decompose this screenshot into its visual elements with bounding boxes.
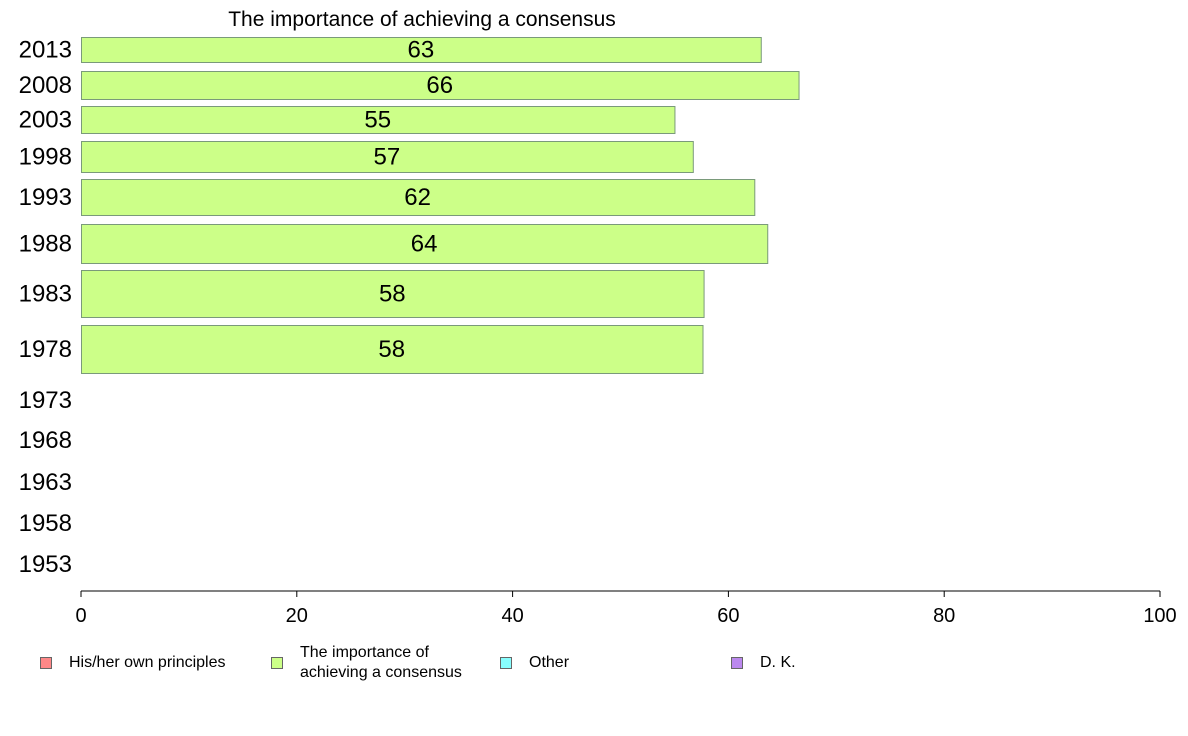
legend-item-dk: D. K. [731, 653, 796, 673]
bar [81, 71, 800, 100]
bar-value-label: 58 [378, 336, 405, 363]
legend-item-other: Other [500, 653, 569, 673]
bar [81, 106, 676, 134]
bar-value-label: 62 [404, 184, 431, 211]
bar [81, 179, 756, 216]
bar [81, 270, 705, 318]
legend-swatch [271, 657, 283, 669]
bar-value-label: 64 [411, 231, 438, 258]
bar [81, 37, 762, 63]
year-label: 1998 [19, 144, 72, 171]
legend-swatch [500, 657, 512, 669]
legend-item-consensus: The importance of achieving a consensus [271, 643, 490, 683]
x-axis: 0 20 40 60 80 100 [75, 590, 1177, 627]
year-label: 1993 [19, 184, 72, 211]
year-label: 1953 [19, 551, 72, 578]
legend-swatch [731, 657, 743, 669]
year-label: 2013 [19, 37, 72, 64]
legend: His/her own principles The importance of… [0, 643, 1188, 693]
bar-value-label: 63 [408, 37, 435, 64]
bar-value-label: 66 [426, 72, 453, 99]
year-label: 2003 [19, 107, 72, 134]
legend-label: Other [529, 654, 570, 671]
year-label: 1973 [19, 387, 72, 414]
year-label: 1968 [19, 427, 72, 454]
bar [81, 224, 769, 264]
y-axis-labels: 2013 2008 2003 1998 1993 1988 1983 1978 1973 1968… [19, 37, 72, 579]
year-label: 1963 [19, 469, 72, 496]
bar-chart: The importance of achieving a consensus … [19, 8, 1177, 627]
x-tick-label: 100 [1143, 605, 1176, 627]
year-label: 1978 [19, 336, 72, 363]
legend-item-own-principles: His/her own principles [40, 653, 226, 673]
legend-swatch [40, 657, 52, 669]
legend-label: D. K. [760, 654, 796, 671]
legend-label: His/her own principles [69, 654, 226, 671]
legend-label: The importance of achieving a consensus [300, 644, 462, 681]
bar-value-label: 57 [374, 144, 401, 171]
x-tick-label: 0 [75, 605, 86, 627]
bar [81, 325, 704, 374]
x-tick-label: 60 [717, 605, 739, 627]
x-tick-label: 40 [501, 605, 523, 627]
chart-title: The importance of achieving a consensus [228, 8, 616, 31]
bar [81, 141, 694, 173]
x-tick-label: 20 [286, 605, 308, 627]
year-label: 1958 [19, 510, 72, 537]
x-tick-label: 80 [933, 605, 955, 627]
bar-value-label: 58 [379, 281, 406, 308]
year-label: 2008 [19, 72, 72, 99]
year-label: 1988 [19, 231, 72, 258]
bar-value-label: 55 [364, 107, 391, 134]
year-label: 1983 [19, 281, 72, 308]
